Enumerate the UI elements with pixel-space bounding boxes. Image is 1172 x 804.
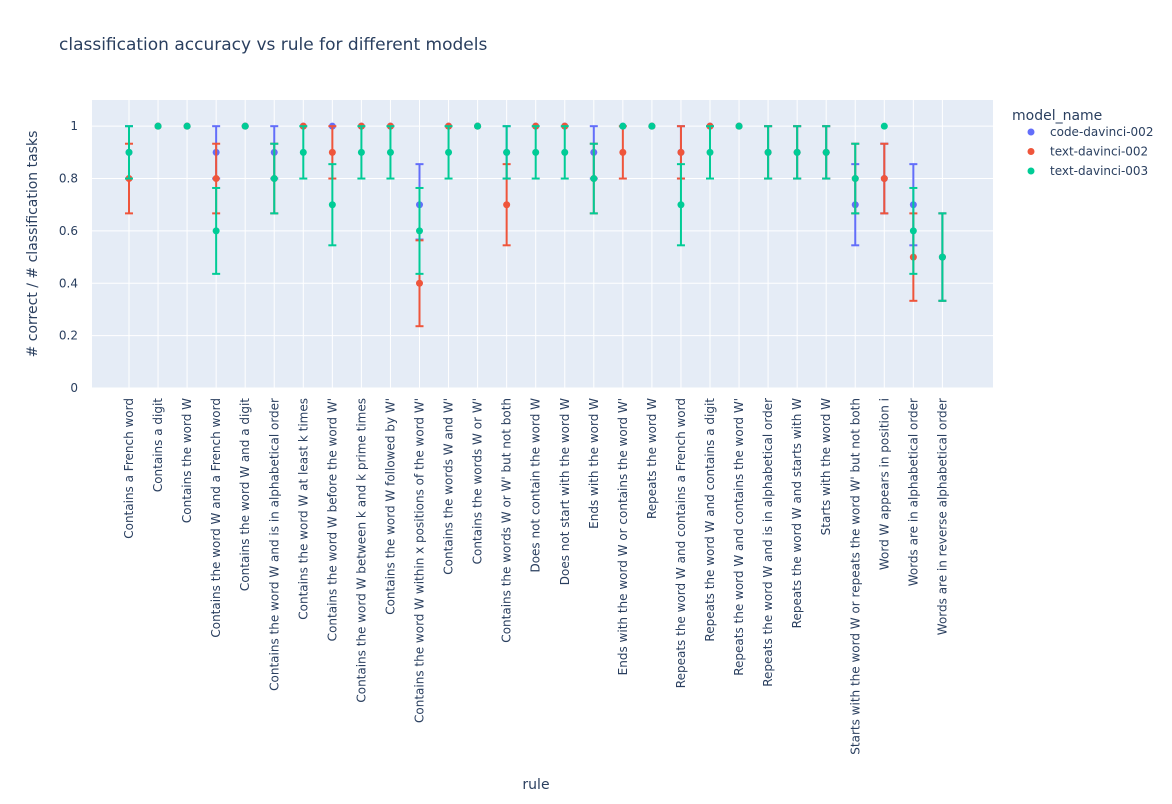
chart-title: classification accuracy vs rule for diff…	[59, 35, 487, 55]
x-tick-label: Repeats the word W and contains the word…	[732, 398, 746, 676]
x-tick-label: Contains the word W	[180, 398, 194, 523]
legend-item[interactable]: text-davinci-003	[1027, 164, 1149, 178]
data-point	[561, 148, 569, 156]
data-point	[357, 148, 365, 156]
series-layer	[125, 122, 947, 328]
x-tick-label: Repeats the word W and is in alphabetica…	[761, 398, 775, 687]
y-axis-title: # correct / # classification tasks	[25, 131, 41, 358]
data-point	[328, 148, 336, 156]
y-tick-label: 1	[70, 119, 78, 133]
data-point	[416, 279, 423, 287]
legend-label: text-davinci-003	[1050, 164, 1148, 178]
x-tick-label: Repeats the word W	[645, 398, 659, 519]
x-tick-label: Does not contain the word W	[529, 398, 543, 573]
x-tick-label: Contains the word W before the word W'	[325, 398, 339, 641]
data-point	[241, 122, 249, 130]
plot-background	[92, 100, 993, 388]
x-tick-label: Contains the words W and W'	[442, 398, 456, 575]
data-point	[880, 175, 888, 183]
x-tick-label: Ends with the word W or contains the wor…	[616, 398, 630, 675]
x-tick-label: Contains the words W or W'	[471, 398, 485, 564]
x-tick-label: Repeats the word W and contains a French…	[674, 398, 688, 688]
y-tick-label: 0	[70, 381, 78, 395]
data-point	[299, 148, 307, 156]
x-tick-label: Contains the word W and a digit	[238, 398, 252, 591]
data-point	[706, 148, 714, 156]
x-tick-label: Contains the word W within x positions o…	[413, 398, 427, 723]
data-point	[822, 148, 830, 156]
data-point	[270, 175, 278, 183]
x-tick-label: Repeats the word W and contains a digit	[703, 398, 717, 642]
y-tick-label: 0.8	[59, 172, 78, 186]
data-point	[938, 253, 946, 261]
x-tick-label: Contains the word W at least k times	[296, 398, 310, 620]
data-point	[474, 122, 482, 130]
data-point	[154, 122, 162, 130]
data-point	[328, 201, 336, 209]
data-point	[735, 122, 743, 130]
data-point	[880, 122, 888, 130]
legend-marker	[1027, 148, 1035, 155]
x-axis-title: rule	[522, 777, 549, 793]
x-tick-label: Starts with the word W or repeats the wo…	[848, 398, 862, 755]
data-point	[416, 227, 423, 235]
x-tick-label: Words are in reverse alphabetical order	[935, 398, 949, 635]
data-point	[212, 175, 220, 183]
y-tick-label: 0.6	[59, 224, 78, 238]
legend-item[interactable]: text-davinci-002	[1027, 145, 1149, 159]
x-tick-label: Words are in alphabetical order	[906, 398, 920, 586]
legend-item[interactable]: code-davinci-002	[1027, 125, 1154, 139]
y-tick-label: 0.4	[59, 276, 78, 290]
data-point	[677, 201, 685, 209]
legend-label: text-davinci-002	[1050, 145, 1148, 159]
data-point	[183, 122, 191, 130]
x-tick-label: Contains the word W between k and k prim…	[354, 398, 368, 703]
data-point	[125, 148, 133, 156]
data-point	[503, 201, 511, 209]
legend-marker	[1027, 128, 1035, 136]
x-tick-label: Contains the words W or W' but not both	[500, 398, 514, 643]
x-tick-label: Word W appears in position i	[877, 398, 891, 570]
data-point	[445, 148, 453, 156]
data-point	[619, 122, 627, 130]
x-tick-label: Ends with the word W	[587, 398, 601, 529]
data-point	[793, 148, 801, 156]
data-point	[764, 148, 772, 156]
data-point	[909, 227, 917, 235]
data-point	[619, 148, 627, 156]
data-point	[851, 175, 859, 183]
x-tick-label: Repeats the word W and starts with W	[790, 398, 804, 628]
data-point	[648, 122, 656, 130]
series-text-davinci-003	[125, 122, 947, 302]
x-tick-label: Starts with the word W	[819, 398, 833, 535]
legend: model_name code-davinci-002 text-davinci-…	[1012, 108, 1153, 178]
data-point	[212, 227, 220, 235]
axis-layer: 0 0.2 0.4 0.6 0.8 1 Contains a French word Cont…	[59, 119, 949, 755]
data-point	[590, 175, 598, 183]
y-tick-label: 0.2	[59, 329, 78, 343]
x-tick-label: Contains a French word	[122, 398, 136, 539]
x-tick-label: Contains the word W and is in alphabetic…	[267, 398, 281, 691]
legend-title: model_name	[1012, 108, 1102, 124]
legend-marker	[1027, 167, 1035, 175]
x-tick-label: Does not start with the word W	[558, 398, 572, 585]
legend-label: code-davinci-002	[1050, 125, 1153, 139]
data-point	[503, 148, 511, 156]
x-tick-label: Contains a digit	[151, 398, 165, 492]
x-tick-label: Contains the word W followed by W'	[383, 398, 397, 615]
data-point	[386, 148, 394, 156]
data-point	[532, 148, 540, 156]
x-tick-label: Contains the word W and a French word	[209, 398, 223, 638]
data-point	[677, 148, 685, 156]
